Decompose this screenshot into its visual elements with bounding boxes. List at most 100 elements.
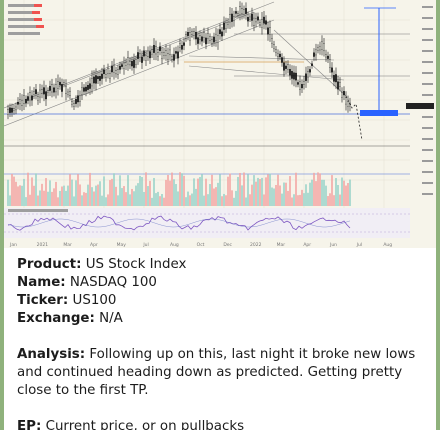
name-line: Name: NASDAQ 100 (17, 274, 422, 292)
volume-bar (173, 179, 175, 206)
candle-body (229, 14, 231, 23)
volume-bar (177, 191, 179, 206)
candle-body (71, 101, 73, 105)
volume-bar (161, 194, 163, 206)
candle-body (321, 41, 323, 50)
volume-bar (265, 177, 267, 206)
candle-body (293, 72, 295, 80)
candle-body (81, 87, 83, 95)
volume-bar (153, 177, 155, 206)
volume-bar (125, 192, 127, 206)
candle-body (165, 50, 167, 56)
indicator-legend (8, 4, 44, 35)
volume-bar (165, 179, 167, 206)
candle-body (7, 109, 9, 115)
candle-body (31, 95, 33, 101)
candle-body (169, 49, 171, 56)
volume-bar (163, 197, 165, 206)
candle-body (167, 53, 169, 60)
volume-bar (119, 175, 121, 206)
volume-bar (211, 174, 213, 206)
rsi-legend (8, 209, 68, 212)
candle-body (127, 57, 129, 65)
volume-bar (183, 175, 185, 206)
volume-bar (93, 191, 95, 206)
volume-bar (229, 173, 231, 206)
candle-body (339, 82, 341, 87)
volume-bar (33, 185, 35, 206)
candle-body (83, 87, 85, 92)
volume-bar (327, 196, 329, 206)
candle-body (283, 62, 285, 71)
exchange-label: Exchange: (17, 311, 95, 326)
candle-body (51, 84, 53, 93)
candle-body (73, 103, 75, 107)
horizontal-levels (4, 33, 410, 175)
candle-body (183, 42, 185, 46)
ep-label: EP: (17, 419, 42, 430)
candle-body (279, 53, 281, 58)
candle-body (205, 37, 207, 45)
price-chart: Jan 2021 Mar Apr May Jul Aug Oct Dec 2022 Mar Apr Ju… (4, 0, 436, 248)
volume-bar (253, 175, 255, 206)
volume-bar (217, 182, 219, 206)
volume-bar (149, 180, 151, 206)
candle-body (49, 86, 51, 91)
volume-bar (107, 194, 109, 206)
volume-bar (17, 186, 19, 206)
volume-bar (295, 172, 297, 206)
candle-body (263, 16, 265, 24)
volume-bar (243, 172, 245, 206)
candle-body (39, 89, 41, 98)
product-label: Product: (17, 257, 82, 272)
candle-body (245, 8, 247, 14)
volume-bar (15, 181, 17, 206)
time-tick-label: Jul (356, 242, 362, 248)
candle-body (21, 99, 23, 106)
time-tick-label: Mar (277, 242, 286, 248)
candle-body (121, 64, 123, 67)
volume-bar (233, 197, 235, 206)
volume-bar (325, 185, 327, 206)
volume-bar (47, 191, 49, 206)
candle-body (65, 86, 67, 94)
volume-bars (7, 172, 351, 206)
candle-body (11, 107, 13, 113)
volume-bar (49, 180, 51, 206)
candle-body (289, 69, 291, 76)
candle-body (87, 85, 89, 90)
candle-body (333, 75, 335, 82)
candle-body (247, 17, 249, 22)
price-tick (422, 72, 433, 74)
candle-body (179, 43, 181, 48)
candle-body (307, 71, 309, 78)
volume-bar (37, 195, 39, 206)
candle-body (45, 91, 47, 100)
volume-bar (123, 186, 125, 206)
candle-body (137, 52, 139, 59)
volume-bar (133, 191, 135, 206)
volume-bar (311, 179, 313, 206)
candle-body (129, 61, 131, 66)
candle-body (91, 78, 93, 87)
volume-bar (301, 189, 303, 206)
candle-body (117, 69, 119, 75)
volume-bar (113, 173, 115, 206)
volume-bar (111, 178, 113, 206)
candle-body (341, 92, 343, 98)
measure-tool (360, 7, 434, 116)
volume-bar (53, 188, 55, 206)
candle-body (47, 90, 49, 93)
chart-screenshot[interactable]: Jan 2021 Mar Apr May Jul Aug Oct Dec 2022 Mar Apr Ju… (4, 0, 436, 248)
candle-body (241, 8, 243, 14)
volume-bar (157, 191, 159, 206)
candle-body (27, 96, 29, 101)
volume-bar (269, 173, 271, 206)
candle-body (331, 67, 333, 73)
candle-body (265, 20, 267, 25)
time-tick-label: 2022 (250, 242, 262, 248)
candle-body (185, 34, 187, 39)
volume-bar (77, 174, 79, 206)
candle-body (133, 59, 135, 68)
volume-bar (335, 178, 337, 206)
